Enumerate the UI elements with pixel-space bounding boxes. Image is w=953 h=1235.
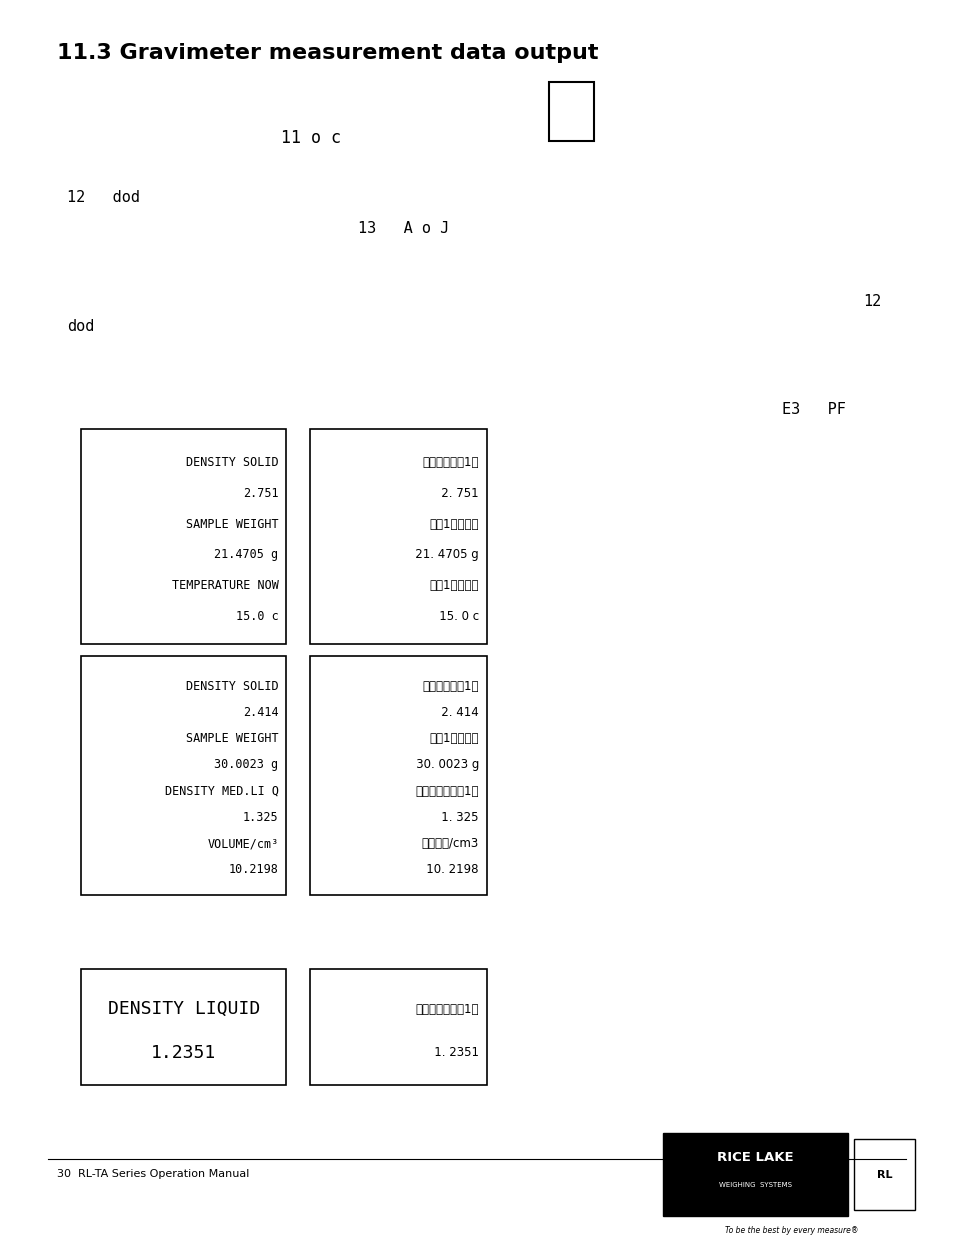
Text: DENSITY LIQUID: DENSITY LIQUID — [108, 1000, 259, 1019]
Text: 10.2198: 10.2198 — [229, 863, 278, 877]
Bar — [853, 1140, 915, 1209]
Text: 2.751: 2.751 — [243, 487, 278, 500]
Text: 15.0 c: 15.0 c — [235, 610, 278, 624]
Text: 21.4705 g: 21.4705 g — [214, 548, 278, 562]
Bar — [81, 968, 286, 1086]
Text: 11 o c: 11 o c — [281, 128, 341, 147]
Text: 1. 2351: 1. 2351 — [422, 1046, 478, 1060]
Text: 1.2351: 1.2351 — [151, 1044, 216, 1062]
Text: 1. 325: 1. 325 — [430, 811, 478, 824]
Text: TEMPERATURE NOW: TEMPERATURE NOW — [172, 579, 278, 593]
Text: タイセキ/cm3: タイセキ/cm3 — [421, 837, 478, 850]
Text: SAMPLE WEIGHT: SAMPLE WEIGHT — [186, 517, 278, 531]
Bar — [310, 656, 486, 895]
Text: 15. 0 c: 15. 0 c — [427, 610, 478, 624]
Text: 11.3 Gravimeter measurement data output: 11.3 Gravimeter measurement data output — [57, 43, 598, 63]
Bar — [310, 429, 486, 643]
Text: 13   A o J: 13 A o J — [357, 221, 449, 236]
Text: 12: 12 — [862, 294, 881, 309]
Text: E3   PF: E3 PF — [781, 403, 845, 417]
Bar — [662, 1132, 847, 1216]
Text: 21. 4705 g: 21. 4705 g — [404, 548, 478, 562]
Text: コタイヒジい1ウ: コタイヒジい1ウ — [422, 679, 478, 693]
Text: 30  RL-TA Series Operation Manual: 30 RL-TA Series Operation Manual — [57, 1170, 250, 1179]
Bar — [310, 968, 486, 1086]
Text: dod: dod — [67, 319, 94, 333]
Text: 1.325: 1.325 — [243, 811, 278, 824]
Text: 30. 0023 g: 30. 0023 g — [404, 758, 478, 772]
Text: 30.0023 g: 30.0023 g — [214, 758, 278, 772]
Bar — [548, 83, 594, 141]
Text: 2. 751: 2. 751 — [430, 487, 478, 500]
Text: 2.414: 2.414 — [243, 706, 278, 719]
Text: 12   dod: 12 dod — [67, 190, 140, 205]
Text: SAMPLE WEIGHT: SAMPLE WEIGHT — [186, 732, 278, 745]
Text: To be the best by every measure®: To be the best by every measure® — [724, 1226, 858, 1235]
Text: VOLUME/cm³: VOLUME/cm³ — [207, 837, 278, 850]
Text: RICE LAKE: RICE LAKE — [717, 1151, 793, 1165]
Text: ジい1ウリョウ: ジい1ウリョウ — [429, 517, 478, 531]
Text: WEIGHING  SYSTEMS: WEIGHING SYSTEMS — [719, 1182, 791, 1188]
Text: ジい1ツイオン: ジい1ツイオン — [429, 579, 478, 593]
Text: 2. 414: 2. 414 — [430, 706, 478, 719]
Text: バイタイヒジい1ウ: バイタイヒジい1ウ — [415, 784, 478, 798]
Bar — [81, 656, 286, 895]
Text: エキタイヒジい1ウ: エキタイヒジい1ウ — [415, 1003, 478, 1016]
Text: コタイヒジい1ウ: コタイヒジい1ウ — [422, 456, 478, 469]
Text: ジい1ウリョウ: ジい1ウリョウ — [429, 732, 478, 745]
Text: 10. 2198: 10. 2198 — [415, 863, 478, 877]
Text: DENSITY SOLID: DENSITY SOLID — [186, 679, 278, 693]
Text: DENSITY MED.LI Q: DENSITY MED.LI Q — [165, 784, 278, 798]
Text: DENSITY SOLID: DENSITY SOLID — [186, 456, 278, 469]
Bar — [81, 429, 286, 643]
Text: RL: RL — [876, 1170, 891, 1179]
